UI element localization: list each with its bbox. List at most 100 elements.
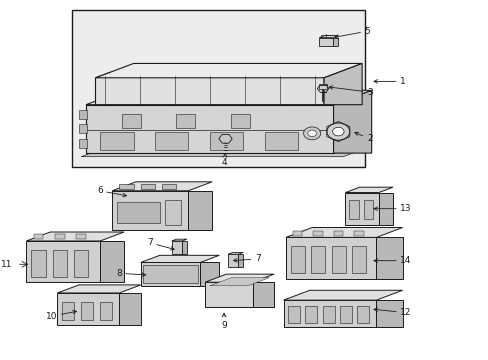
Polygon shape bbox=[333, 90, 371, 153]
Polygon shape bbox=[319, 36, 338, 38]
Bar bbox=[363, 200, 372, 220]
Text: 9: 9 bbox=[221, 313, 226, 330]
Bar bbox=[74, 250, 88, 277]
Polygon shape bbox=[200, 262, 219, 286]
Polygon shape bbox=[57, 293, 119, 325]
Bar bbox=[319, 84, 326, 89]
Circle shape bbox=[326, 123, 349, 140]
Polygon shape bbox=[141, 255, 219, 262]
Polygon shape bbox=[100, 241, 124, 282]
Bar bbox=[141, 184, 155, 189]
Polygon shape bbox=[324, 63, 362, 105]
Polygon shape bbox=[285, 237, 376, 279]
Bar bbox=[155, 132, 188, 149]
Bar bbox=[310, 246, 325, 273]
Text: 14: 14 bbox=[373, 256, 411, 265]
Polygon shape bbox=[112, 182, 212, 191]
Text: 11: 11 bbox=[0, 260, 12, 269]
Bar bbox=[143, 265, 198, 283]
Polygon shape bbox=[227, 252, 243, 254]
Bar bbox=[288, 306, 300, 323]
Circle shape bbox=[332, 127, 344, 136]
Circle shape bbox=[303, 127, 320, 140]
Polygon shape bbox=[376, 237, 402, 279]
Bar bbox=[231, 114, 250, 128]
Polygon shape bbox=[238, 254, 243, 267]
Text: 7: 7 bbox=[146, 238, 174, 250]
Bar bbox=[356, 306, 368, 323]
Polygon shape bbox=[95, 63, 362, 78]
Polygon shape bbox=[26, 232, 124, 241]
Polygon shape bbox=[86, 105, 333, 153]
Bar bbox=[290, 246, 305, 273]
Text: 13: 13 bbox=[373, 204, 411, 213]
Polygon shape bbox=[119, 293, 141, 325]
Polygon shape bbox=[182, 241, 186, 253]
Bar bbox=[79, 110, 87, 119]
Bar bbox=[348, 200, 358, 220]
Polygon shape bbox=[171, 241, 182, 253]
Polygon shape bbox=[345, 193, 378, 225]
Bar bbox=[331, 246, 345, 273]
Text: 12: 12 bbox=[373, 308, 411, 317]
Polygon shape bbox=[227, 254, 238, 267]
Text: 2: 2 bbox=[354, 132, 372, 143]
Polygon shape bbox=[283, 300, 376, 327]
Polygon shape bbox=[86, 90, 371, 105]
Bar bbox=[322, 306, 334, 323]
Polygon shape bbox=[141, 262, 200, 286]
Polygon shape bbox=[26, 241, 100, 282]
Text: 4: 4 bbox=[221, 154, 227, 167]
Polygon shape bbox=[204, 282, 252, 307]
Bar bbox=[122, 114, 141, 128]
Bar bbox=[62, 302, 74, 320]
Bar bbox=[79, 125, 87, 134]
Text: 1: 1 bbox=[373, 77, 405, 86]
Polygon shape bbox=[171, 239, 186, 241]
Bar bbox=[333, 231, 343, 236]
Bar bbox=[312, 231, 322, 236]
Polygon shape bbox=[81, 149, 362, 157]
Bar bbox=[176, 114, 195, 128]
Polygon shape bbox=[57, 285, 141, 293]
Bar bbox=[53, 250, 67, 277]
Bar bbox=[79, 139, 87, 148]
Polygon shape bbox=[285, 228, 402, 237]
Bar bbox=[100, 132, 133, 149]
Bar bbox=[353, 231, 363, 236]
Bar bbox=[162, 184, 176, 189]
Polygon shape bbox=[218, 134, 232, 143]
Polygon shape bbox=[378, 193, 392, 225]
Polygon shape bbox=[376, 300, 402, 327]
Polygon shape bbox=[252, 282, 273, 307]
Bar bbox=[164, 200, 181, 225]
Bar bbox=[31, 250, 45, 277]
Polygon shape bbox=[188, 191, 212, 230]
Circle shape bbox=[307, 130, 316, 136]
Text: 8: 8 bbox=[116, 269, 145, 278]
Bar bbox=[209, 132, 243, 149]
Bar bbox=[55, 234, 64, 239]
Text: 5: 5 bbox=[334, 27, 369, 38]
Polygon shape bbox=[345, 187, 392, 193]
Bar bbox=[81, 302, 93, 320]
Bar bbox=[305, 306, 317, 323]
Bar bbox=[264, 132, 297, 149]
Bar bbox=[34, 234, 43, 239]
Text: 3: 3 bbox=[328, 86, 372, 96]
Bar bbox=[351, 246, 366, 273]
Bar bbox=[117, 202, 160, 223]
Polygon shape bbox=[283, 290, 402, 300]
Polygon shape bbox=[112, 191, 188, 230]
Bar bbox=[76, 234, 86, 239]
Polygon shape bbox=[95, 69, 324, 105]
Bar bbox=[72, 10, 364, 167]
Bar bbox=[119, 184, 133, 189]
Polygon shape bbox=[209, 278, 269, 286]
Text: 10: 10 bbox=[46, 310, 77, 321]
Text: 6: 6 bbox=[97, 186, 126, 197]
Polygon shape bbox=[332, 38, 338, 45]
Polygon shape bbox=[319, 38, 332, 45]
Bar bbox=[339, 306, 351, 323]
Text: 7: 7 bbox=[233, 255, 260, 264]
